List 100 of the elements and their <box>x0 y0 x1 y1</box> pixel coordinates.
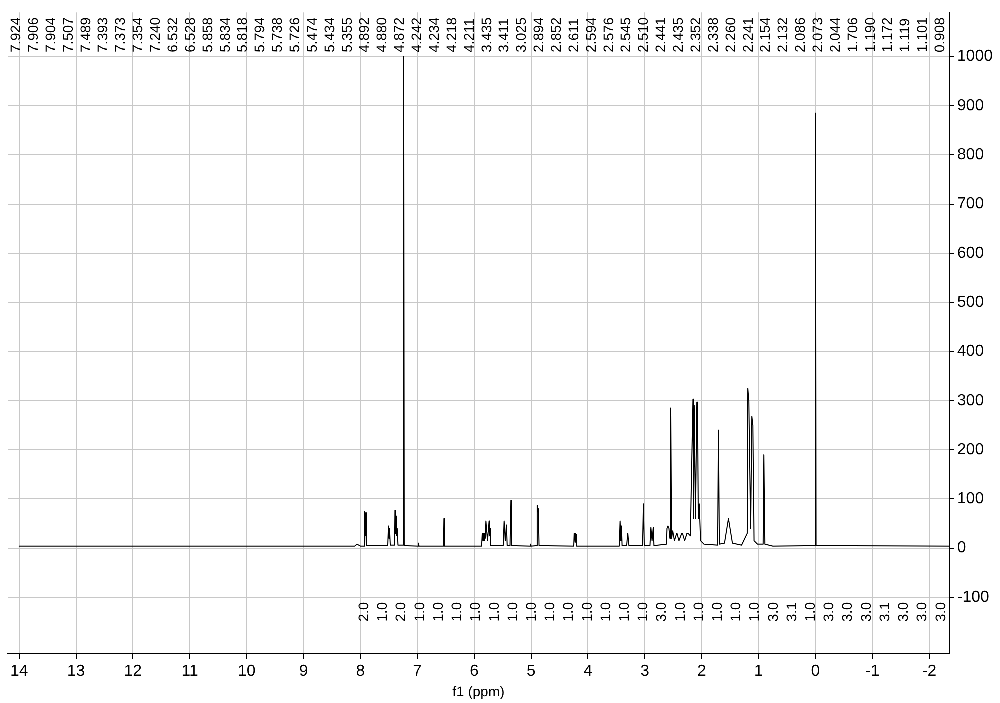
y-tick-label: -100 <box>957 588 990 606</box>
annotation: 1.0 <box>504 602 520 622</box>
annotation: 2.241 <box>740 17 756 53</box>
x-tick-label: 0 <box>811 663 820 680</box>
annotation: 1.0 <box>709 602 726 622</box>
annotation: 7.507 <box>60 17 76 53</box>
annotation: 5.355 <box>338 17 355 53</box>
annotation: 3.0 <box>839 602 856 622</box>
x-tick-label: 7 <box>413 663 422 680</box>
annotation: 5.818 <box>234 17 250 53</box>
annotation: 2.073 <box>810 17 826 53</box>
annotation: 7.240 <box>147 17 164 53</box>
x-tick-label: 4 <box>584 663 593 680</box>
y-tick-label: 1000 <box>957 48 994 66</box>
x-tick-label: 13 <box>67 663 86 680</box>
y-tick-label: 600 <box>957 244 984 262</box>
annotation: 1.0 <box>486 602 502 622</box>
annotation: 1.0 <box>634 602 651 622</box>
annotation: 7.924 <box>8 17 24 53</box>
annotation: 3.1 <box>783 602 800 622</box>
annotation: 4.218 <box>443 17 460 53</box>
annotation: 1.0 <box>616 602 632 622</box>
annotation: 2.154 <box>757 17 774 53</box>
annotation: 7.906 <box>25 17 42 53</box>
annotation: 1.172 <box>879 17 896 53</box>
y-tick-label: 700 <box>957 196 984 213</box>
annotation: 2.435 <box>670 17 686 53</box>
annotation: 4.880 <box>374 17 390 53</box>
y-tick-label: 300 <box>957 392 984 410</box>
y-tick-label: 500 <box>957 294 984 311</box>
annotation: 2.611 <box>565 18 582 53</box>
annotation: 2.576 <box>600 17 616 53</box>
x-tick-label: 8 <box>356 663 366 680</box>
annotation: 1.190 <box>862 17 878 53</box>
y-tick-label: 400 <box>957 343 984 360</box>
annotation: 7.904 <box>42 17 58 53</box>
annotation: 1.0 <box>728 602 744 622</box>
annotation: 6.532 <box>164 17 180 53</box>
annotation: 7.393 <box>94 17 111 53</box>
annotation: 1.0 <box>597 602 614 622</box>
annotation: 1.0 <box>578 602 595 622</box>
annotation: 1.706 <box>844 17 860 53</box>
annotation: 2.132 <box>774 17 791 53</box>
annotation: 0.908 <box>932 17 948 53</box>
annotation: 2.852 <box>548 17 564 53</box>
x-tick-label: 9 <box>299 663 308 680</box>
annotation: 1.0 <box>467 602 484 622</box>
annotation: 3.0 <box>914 602 930 622</box>
y-tick-label: 900 <box>957 97 984 114</box>
annotation: 5.738 <box>269 17 286 53</box>
annotation: 3.0 <box>932 602 948 622</box>
annotation: 3.0 <box>764 602 781 622</box>
x-axis-title: f1 (ppm) <box>452 683 505 700</box>
annotation: 3.0 <box>653 602 670 622</box>
annotation: 1.0 <box>448 602 465 622</box>
annotation: 3.435 <box>478 17 494 53</box>
annotation: 1.0 <box>802 602 818 622</box>
annotation: 7.373 <box>112 17 128 53</box>
x-tick-label: 3 <box>640 663 650 680</box>
annotation: 4.872 <box>391 17 408 53</box>
annotation: 1.0 <box>430 602 446 622</box>
annotation: 4.211 <box>460 18 477 53</box>
annotation: 2.260 <box>722 17 738 53</box>
x-tick-label: 2 <box>698 663 707 680</box>
annotation: 3.411 <box>496 18 512 53</box>
annotation: 2.441 <box>652 17 669 53</box>
x-tick-label: 10 <box>238 663 256 680</box>
annotation: 2.510 <box>635 17 652 53</box>
annotation: 5.474 <box>304 17 320 53</box>
annotation: 5.858 <box>199 17 216 53</box>
annotation: 3.0 <box>820 602 837 622</box>
annotation: 2.0 <box>356 602 372 622</box>
annotation: 1.119 <box>896 18 913 53</box>
x-tick-label: 5 <box>526 663 536 680</box>
y-tick-label: 100 <box>957 490 984 508</box>
annotation: 3.1 <box>876 602 892 622</box>
annotation: 2.338 <box>704 17 721 53</box>
annotation: 2.0 <box>392 602 409 622</box>
annotation: 4.892 <box>356 17 372 53</box>
annotation: 3.0 <box>858 602 874 622</box>
x-tick-label: 11 <box>182 663 198 680</box>
annotation: 7.489 <box>77 17 94 53</box>
annotation: 2.352 <box>687 17 704 53</box>
annotation: 3.025 <box>513 17 530 53</box>
annotation: 4.234 <box>426 17 442 53</box>
y-tick-label: 0 <box>957 540 966 557</box>
x-tick-label: -1 <box>866 663 880 680</box>
annotation: 1.0 <box>411 602 428 622</box>
x-tick-label: 1 <box>754 663 764 680</box>
annotation: 2.086 <box>792 17 808 53</box>
x-tick-label: -2 <box>922 663 937 680</box>
annotation: 1.0 <box>522 602 539 622</box>
y-tick-label: 800 <box>957 146 984 164</box>
annotation: 6.528 <box>182 17 198 53</box>
annotation: 1.0 <box>746 602 762 622</box>
x-tick-label: 6 <box>470 663 479 680</box>
annotation: 2.044 <box>826 17 843 53</box>
annotation: 5.794 <box>252 17 268 53</box>
y-tick-label: 200 <box>957 441 984 458</box>
annotation: 4.242 <box>408 17 425 53</box>
